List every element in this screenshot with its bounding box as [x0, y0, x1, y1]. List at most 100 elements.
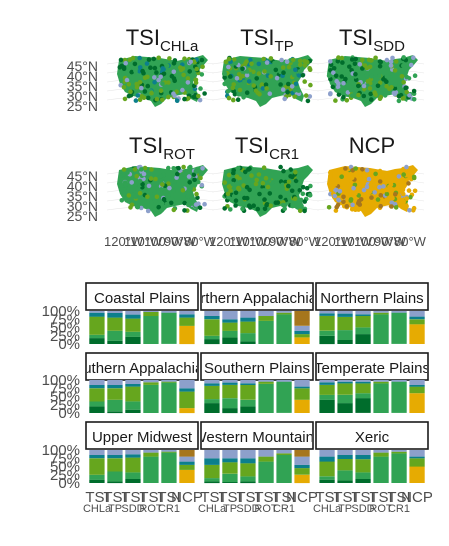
site-point	[393, 82, 398, 87]
site-point	[328, 173, 333, 179]
bar-segment	[337, 458, 353, 471]
bar-segment	[107, 380, 123, 385]
bar-segment	[89, 380, 105, 385]
site-point	[350, 202, 355, 208]
map-title: TSISDD	[339, 25, 405, 55]
site-point	[289, 188, 295, 194]
bar-segment	[222, 311, 238, 320]
site-point	[364, 167, 370, 173]
site-point	[253, 88, 259, 93]
site-point	[152, 198, 158, 204]
bar-segment	[125, 311, 141, 315]
site-point	[256, 71, 262, 76]
site-point	[279, 172, 284, 177]
site-point	[401, 191, 406, 197]
site-point	[230, 85, 236, 91]
bar-segment	[337, 470, 353, 481]
x-tick-label: TSI	[85, 489, 108, 506]
bar-segment	[240, 384, 256, 400]
bar-segment	[294, 456, 310, 465]
site-point	[292, 196, 298, 201]
site-point	[286, 64, 292, 70]
site-point	[161, 67, 166, 72]
bar-segment	[222, 380, 238, 383]
site-point	[202, 201, 207, 207]
bar-segment	[276, 311, 292, 313]
site-point	[353, 191, 358, 196]
facet-strip-label: Coastal Plains	[94, 290, 190, 307]
bar-segment	[240, 399, 256, 407]
site-point	[166, 80, 171, 85]
site-point	[255, 206, 261, 212]
map-site-points	[117, 55, 207, 103]
bar-segment	[409, 319, 425, 325]
site-point	[145, 194, 150, 199]
site-point	[181, 72, 186, 78]
site-point	[261, 56, 266, 62]
site-point	[292, 88, 298, 93]
bar-segment	[409, 311, 425, 317]
bar-segment	[89, 388, 105, 402]
bar-segment	[355, 450, 371, 455]
lon-tick-label: 100°W	[249, 234, 289, 249]
site-point	[360, 57, 365, 63]
site-point	[290, 203, 295, 209]
lon-tick-label: 110°W	[229, 234, 268, 249]
site-point	[353, 71, 358, 77]
site-point	[199, 72, 205, 77]
bar-segment	[179, 391, 195, 409]
site-point	[280, 87, 286, 92]
bar-segment	[89, 312, 105, 317]
site-point	[226, 95, 232, 101]
site-point	[142, 165, 148, 171]
bar-segment	[276, 314, 292, 344]
x-tick-sublabel: CR1	[388, 503, 410, 515]
site-point	[251, 83, 256, 88]
site-point	[352, 82, 357, 88]
site-point	[366, 176, 372, 182]
bar-segment	[258, 384, 274, 413]
site-point	[348, 87, 354, 93]
site-point	[333, 181, 338, 187]
site-point	[335, 59, 341, 64]
site-point	[226, 64, 231, 70]
bar-segment	[179, 450, 195, 457]
site-point	[264, 60, 270, 65]
site-point	[336, 55, 341, 60]
bar-segment	[294, 450, 310, 457]
site-point	[396, 174, 402, 179]
site-point	[254, 76, 259, 81]
site-point	[404, 85, 409, 91]
bar-segment	[391, 311, 407, 313]
site-point	[146, 57, 152, 62]
site-point	[272, 60, 277, 66]
bar-segment	[240, 333, 256, 342]
site-point	[137, 97, 143, 103]
site-point	[242, 195, 247, 201]
x-tick-label: TSI	[369, 489, 392, 506]
site-point	[139, 85, 144, 91]
site-point	[126, 93, 132, 99]
site-point	[202, 91, 207, 96]
x-tick-label: TSI	[121, 489, 144, 506]
bar-segment	[222, 450, 238, 459]
site-point	[145, 95, 151, 101]
site-point	[372, 190, 377, 195]
map-site-points	[222, 55, 313, 104]
bar-segment	[373, 312, 389, 315]
site-point	[149, 200, 154, 205]
bar-segment	[204, 403, 220, 413]
site-point	[228, 188, 233, 193]
bar-segment	[337, 455, 353, 459]
site-point	[231, 82, 236, 87]
site-point	[340, 60, 345, 65]
site-point	[353, 166, 358, 171]
site-point	[237, 87, 243, 93]
x-tick-label: TSI	[200, 489, 223, 506]
site-point	[302, 79, 307, 84]
site-point	[267, 191, 273, 196]
site-point	[145, 83, 151, 89]
map-panel: TSISDD	[316, 25, 425, 107]
x-tick-label: TSI	[157, 489, 180, 506]
bar-segment	[179, 380, 195, 389]
